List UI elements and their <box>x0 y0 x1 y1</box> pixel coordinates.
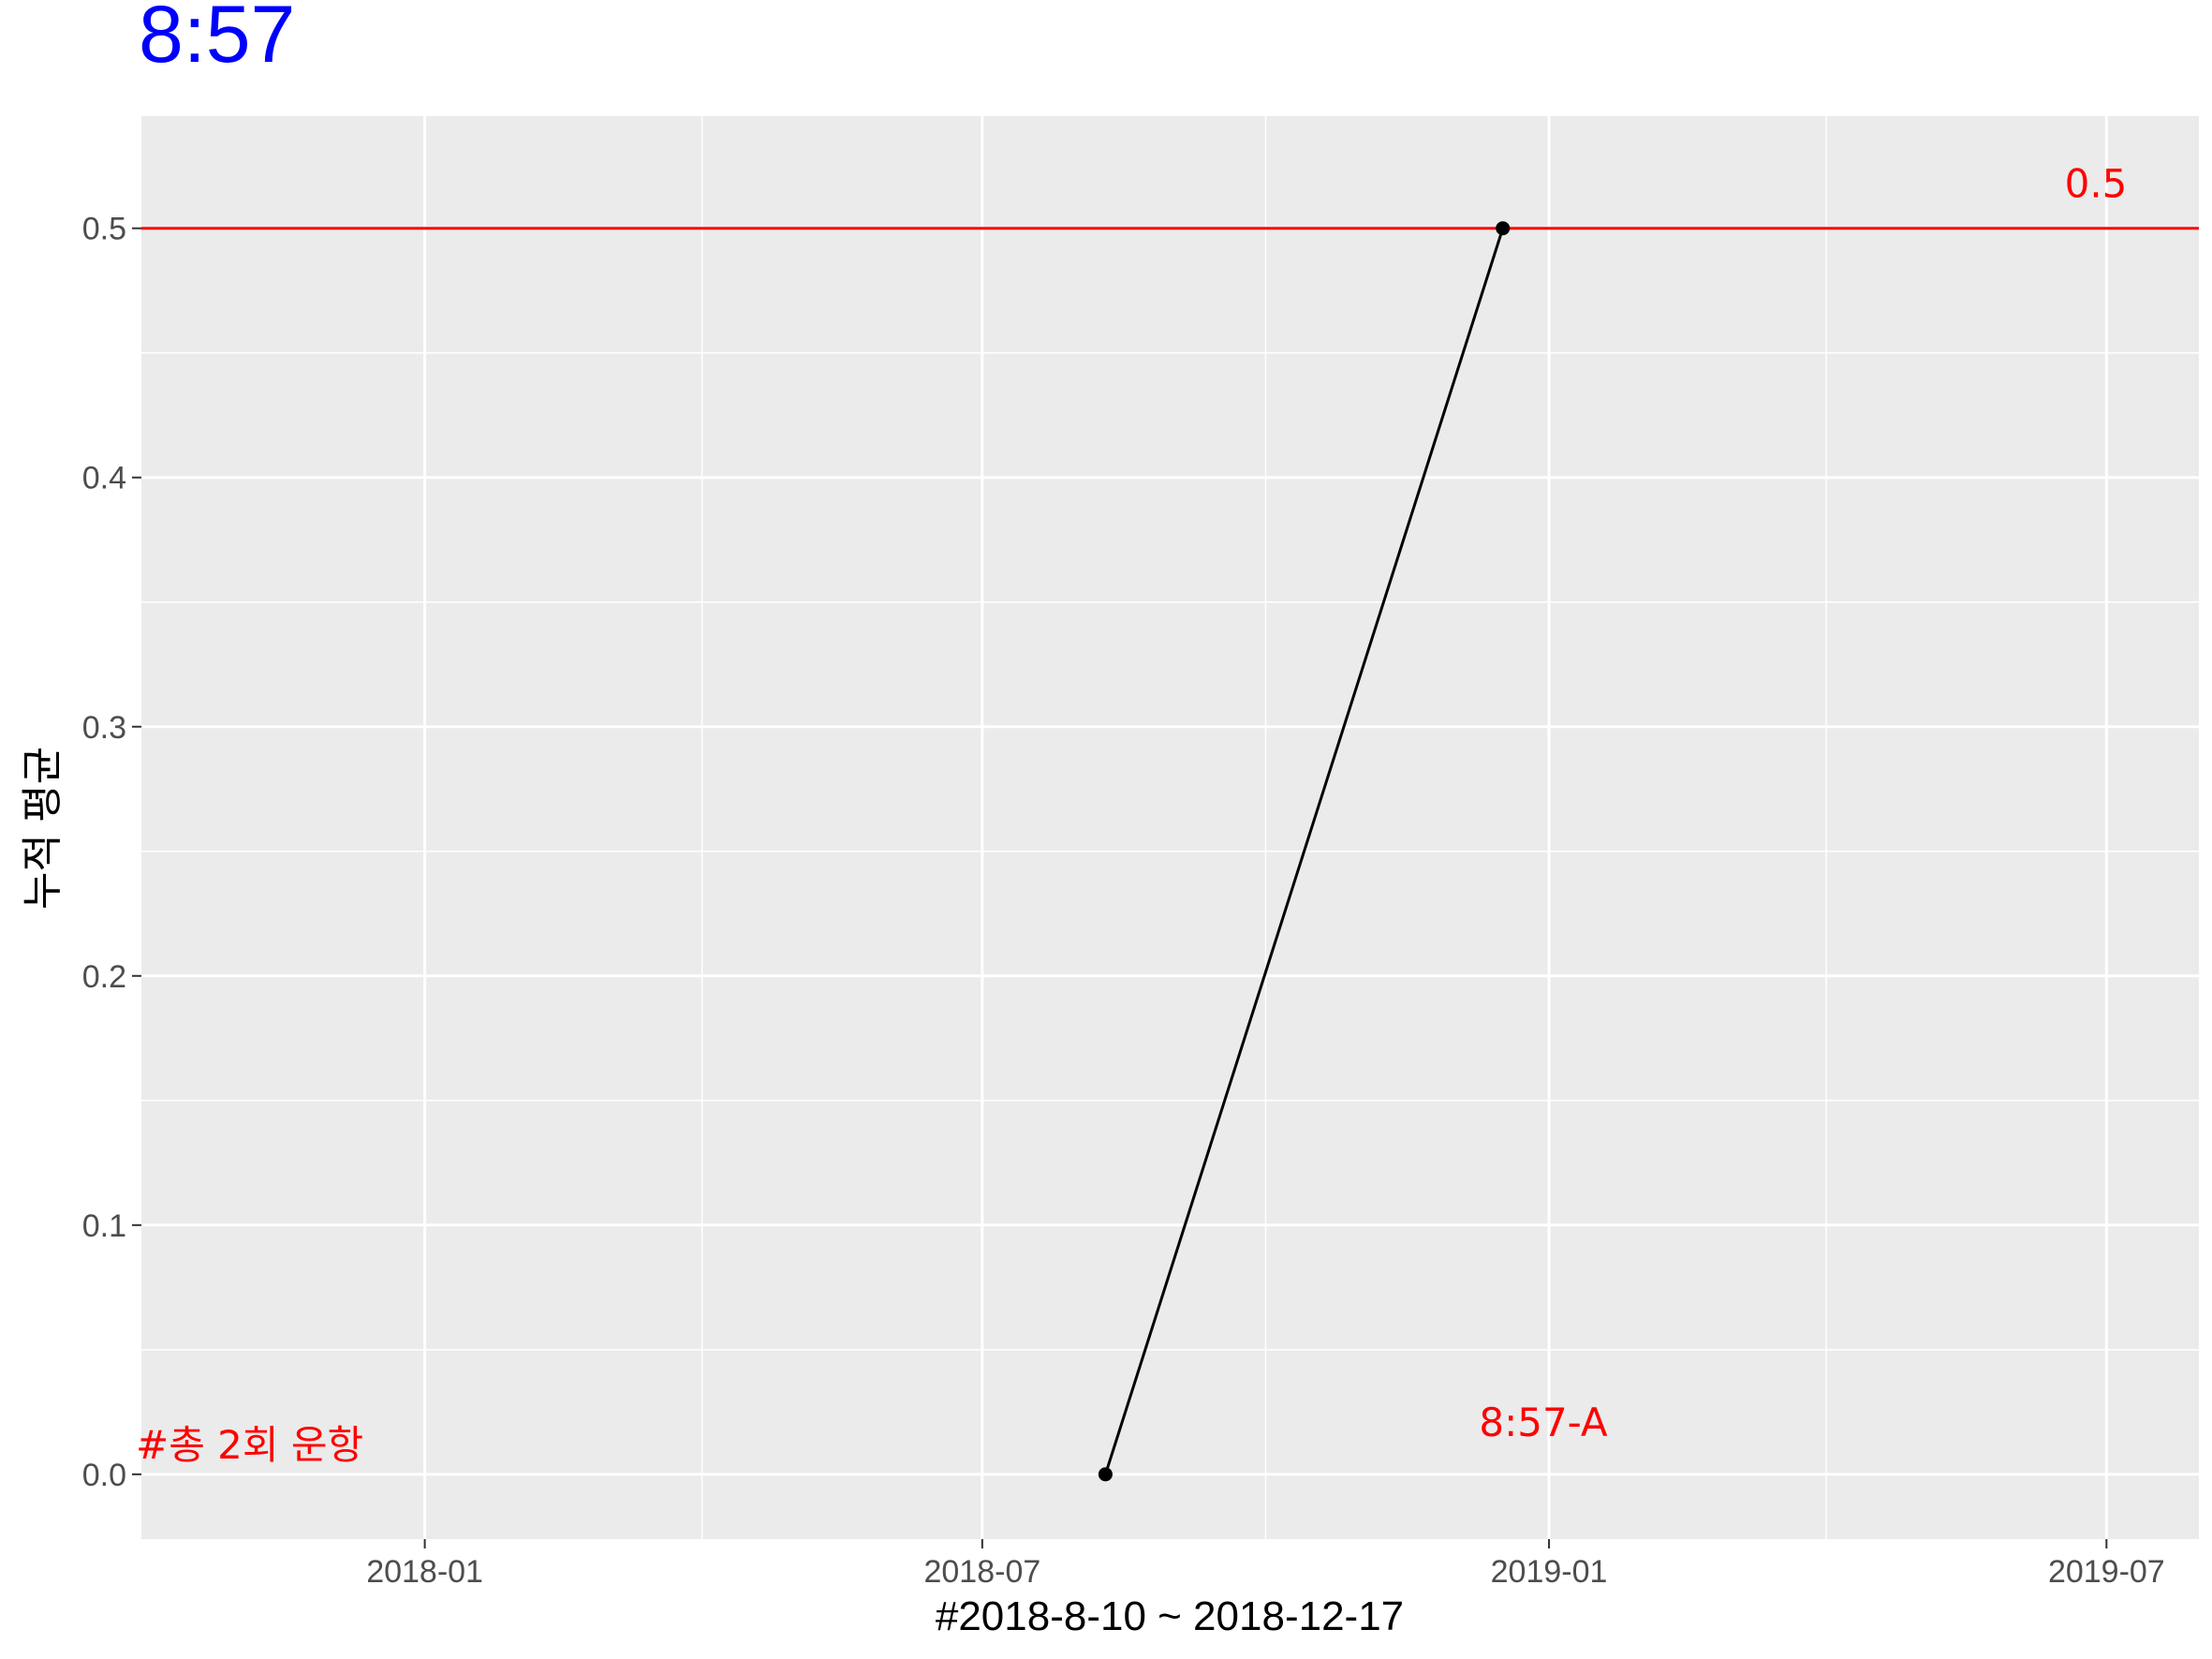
x-tick-label: 2019-07 <box>2048 1554 2165 1590</box>
annotation-total-flights: #총 2회 운항 <box>136 1422 363 1468</box>
minor-gridlines <box>141 116 2199 1539</box>
y-tick-label: 0.2 <box>82 959 126 995</box>
y-tick-label: 0.3 <box>82 710 126 746</box>
reference-line-label: 0.5 <box>2065 161 2128 207</box>
annotation-layer: #총 2회 운항 8:57-A <box>136 1400 1608 1468</box>
plot-panel <box>141 116 2199 1539</box>
series-layer <box>1098 221 1511 1482</box>
y-axis-title: 누적 평균 <box>20 747 66 910</box>
y-tick-label: 0.4 <box>82 461 126 496</box>
annotation-series-label: 8:57-A <box>1479 1400 1608 1445</box>
x-axis-title: #2018-8-10 ~ 2018-12-17 <box>936 1593 1404 1639</box>
x-tick-label: 2018-07 <box>923 1554 1040 1590</box>
x-tick-label: 2018-01 <box>366 1554 483 1590</box>
x-tick-label: 2019-01 <box>1491 1554 1608 1590</box>
chart-title: 8:57 <box>139 0 295 80</box>
y-tick-label: 0.0 <box>82 1458 126 1493</box>
reference-line-layer: 0.5 <box>141 161 2199 230</box>
axis-ticks: 0.0 0.1 0.2 0.3 0.4 0.5 2018-01 2018-07 2019-01 2… <box>82 212 2165 1590</box>
data-point <box>1098 1467 1113 1482</box>
y-tick-label: 0.5 <box>82 212 126 247</box>
data-point <box>1496 221 1511 236</box>
y-tick-label: 0.1 <box>82 1208 126 1244</box>
series-line <box>1104 228 1505 1475</box>
